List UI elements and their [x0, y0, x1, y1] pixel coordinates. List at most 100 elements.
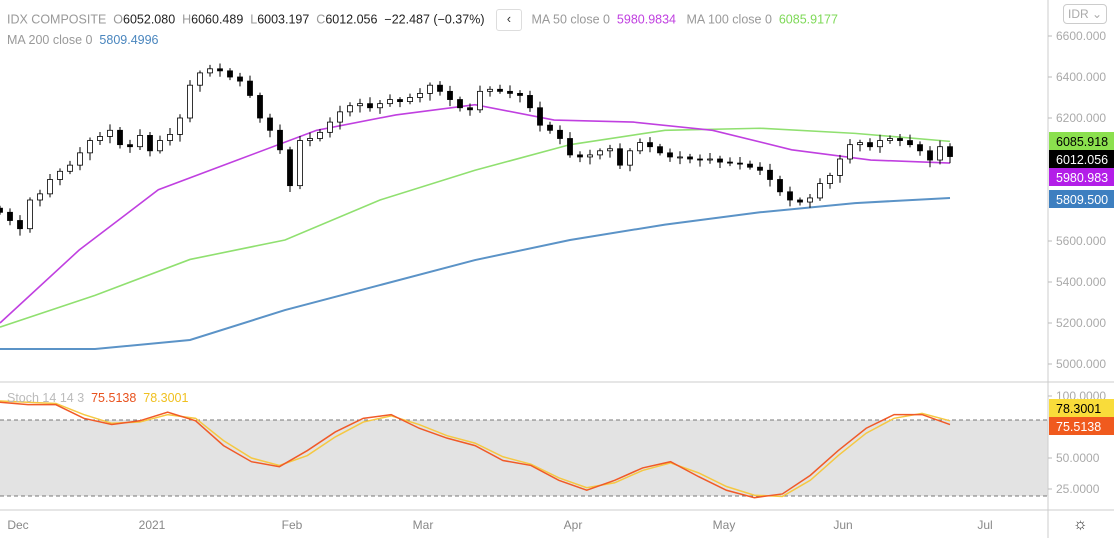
candle-body	[667, 152, 673, 158]
candle	[357, 98, 363, 113]
stoch-band	[0, 420, 1048, 496]
candle-body	[867, 142, 873, 148]
candle	[897, 133, 903, 147]
candle-body	[187, 84, 193, 119]
candle	[87, 137, 93, 161]
candle-body	[87, 140, 93, 154]
price-tick-label: 6600.000	[1056, 29, 1106, 43]
candle	[747, 160, 753, 170]
candle	[237, 72, 243, 87]
candle	[157, 135, 163, 154]
candle-body	[687, 156, 693, 160]
candle-body	[767, 169, 773, 180]
last-value-label: 5980.983	[1056, 171, 1108, 185]
settings-gear-icon[interactable]: ☼	[1073, 516, 1088, 533]
candle	[137, 129, 143, 150]
candle-body	[547, 124, 553, 131]
candle-body	[157, 140, 163, 152]
change-value: −22.487 (−0.37%)	[384, 12, 485, 27]
candle	[287, 146, 293, 193]
candle-body	[627, 150, 633, 166]
candle-body	[717, 158, 723, 163]
candle-body	[827, 174, 833, 184]
candle	[497, 84, 503, 94]
last-value-badge	[1049, 150, 1114, 168]
stoch-k-line	[0, 401, 951, 499]
ma50-value: 5980.9834	[616, 12, 677, 27]
candle-body	[237, 76, 243, 82]
candle	[807, 194, 813, 208]
candle	[817, 178, 823, 201]
candle	[617, 143, 623, 170]
candle	[907, 134, 913, 148]
time-label: Jul	[977, 518, 992, 532]
candle-body	[847, 144, 853, 160]
candle-body	[27, 199, 33, 230]
candle-body	[917, 144, 923, 152]
candle-body	[797, 199, 803, 203]
candle-body	[537, 107, 543, 126]
candle-body	[887, 138, 893, 141]
candle-body	[437, 84, 443, 92]
candle-body	[137, 135, 143, 148]
candle-body	[207, 68, 213, 74]
candle	[47, 173, 53, 198]
candle	[247, 75, 253, 98]
candle	[867, 138, 873, 151]
candle	[67, 160, 73, 175]
candle-body	[527, 95, 533, 109]
candle-body	[167, 133, 173, 141]
candle-body	[277, 129, 283, 151]
candle-body	[377, 103, 383, 109]
candle	[467, 103, 473, 116]
price-tick-label: 5200.000	[1056, 316, 1106, 330]
candle-body	[57, 170, 63, 180]
candle	[387, 94, 393, 107]
candle	[77, 147, 83, 171]
last-value-badge	[1049, 190, 1114, 208]
stoch-last-badge	[1049, 399, 1114, 417]
candle	[377, 99, 383, 114]
candle	[927, 146, 933, 168]
time-label: Feb	[282, 518, 303, 532]
candle-body	[707, 158, 713, 161]
candle-body	[177, 117, 183, 135]
candle-body	[77, 152, 83, 166]
candle-body	[457, 99, 463, 109]
candle	[607, 144, 613, 158]
last-value-label: 5809.500	[1056, 193, 1108, 207]
price-tick-label: 5000.000	[1056, 357, 1106, 371]
candle-body	[787, 191, 793, 201]
candle-body	[837, 158, 843, 176]
stoch-last-badge	[1049, 417, 1114, 435]
candle	[667, 148, 673, 162]
candle-body	[287, 149, 293, 187]
candle	[147, 131, 153, 157]
candle-body	[197, 72, 203, 86]
candle	[777, 175, 783, 196]
collapse-legend-button[interactable]: ‹	[495, 9, 522, 31]
candle	[107, 124, 113, 144]
candle	[707, 153, 713, 164]
candle-body	[407, 97, 413, 102]
candle-body	[17, 220, 23, 230]
candle-body	[587, 154, 593, 158]
candle	[127, 139, 133, 153]
stoch-d-line	[0, 400, 951, 498]
last-value-badge	[1049, 132, 1114, 150]
candle-body	[897, 138, 903, 141]
candle-body	[817, 183, 823, 199]
currency-dropdown[interactable]: IDR ⌄	[1063, 4, 1108, 24]
time-label: Mar	[413, 518, 434, 532]
candle-body	[477, 90, 483, 111]
candle-body	[247, 80, 253, 96]
candle	[697, 154, 703, 167]
candle	[947, 143, 953, 164]
candle-body	[567, 138, 573, 156]
candle-body	[597, 150, 603, 156]
time-label: Dec	[7, 518, 28, 532]
low-value: 6003.197	[257, 12, 310, 27]
candle	[647, 137, 653, 153]
candle	[17, 215, 23, 236]
